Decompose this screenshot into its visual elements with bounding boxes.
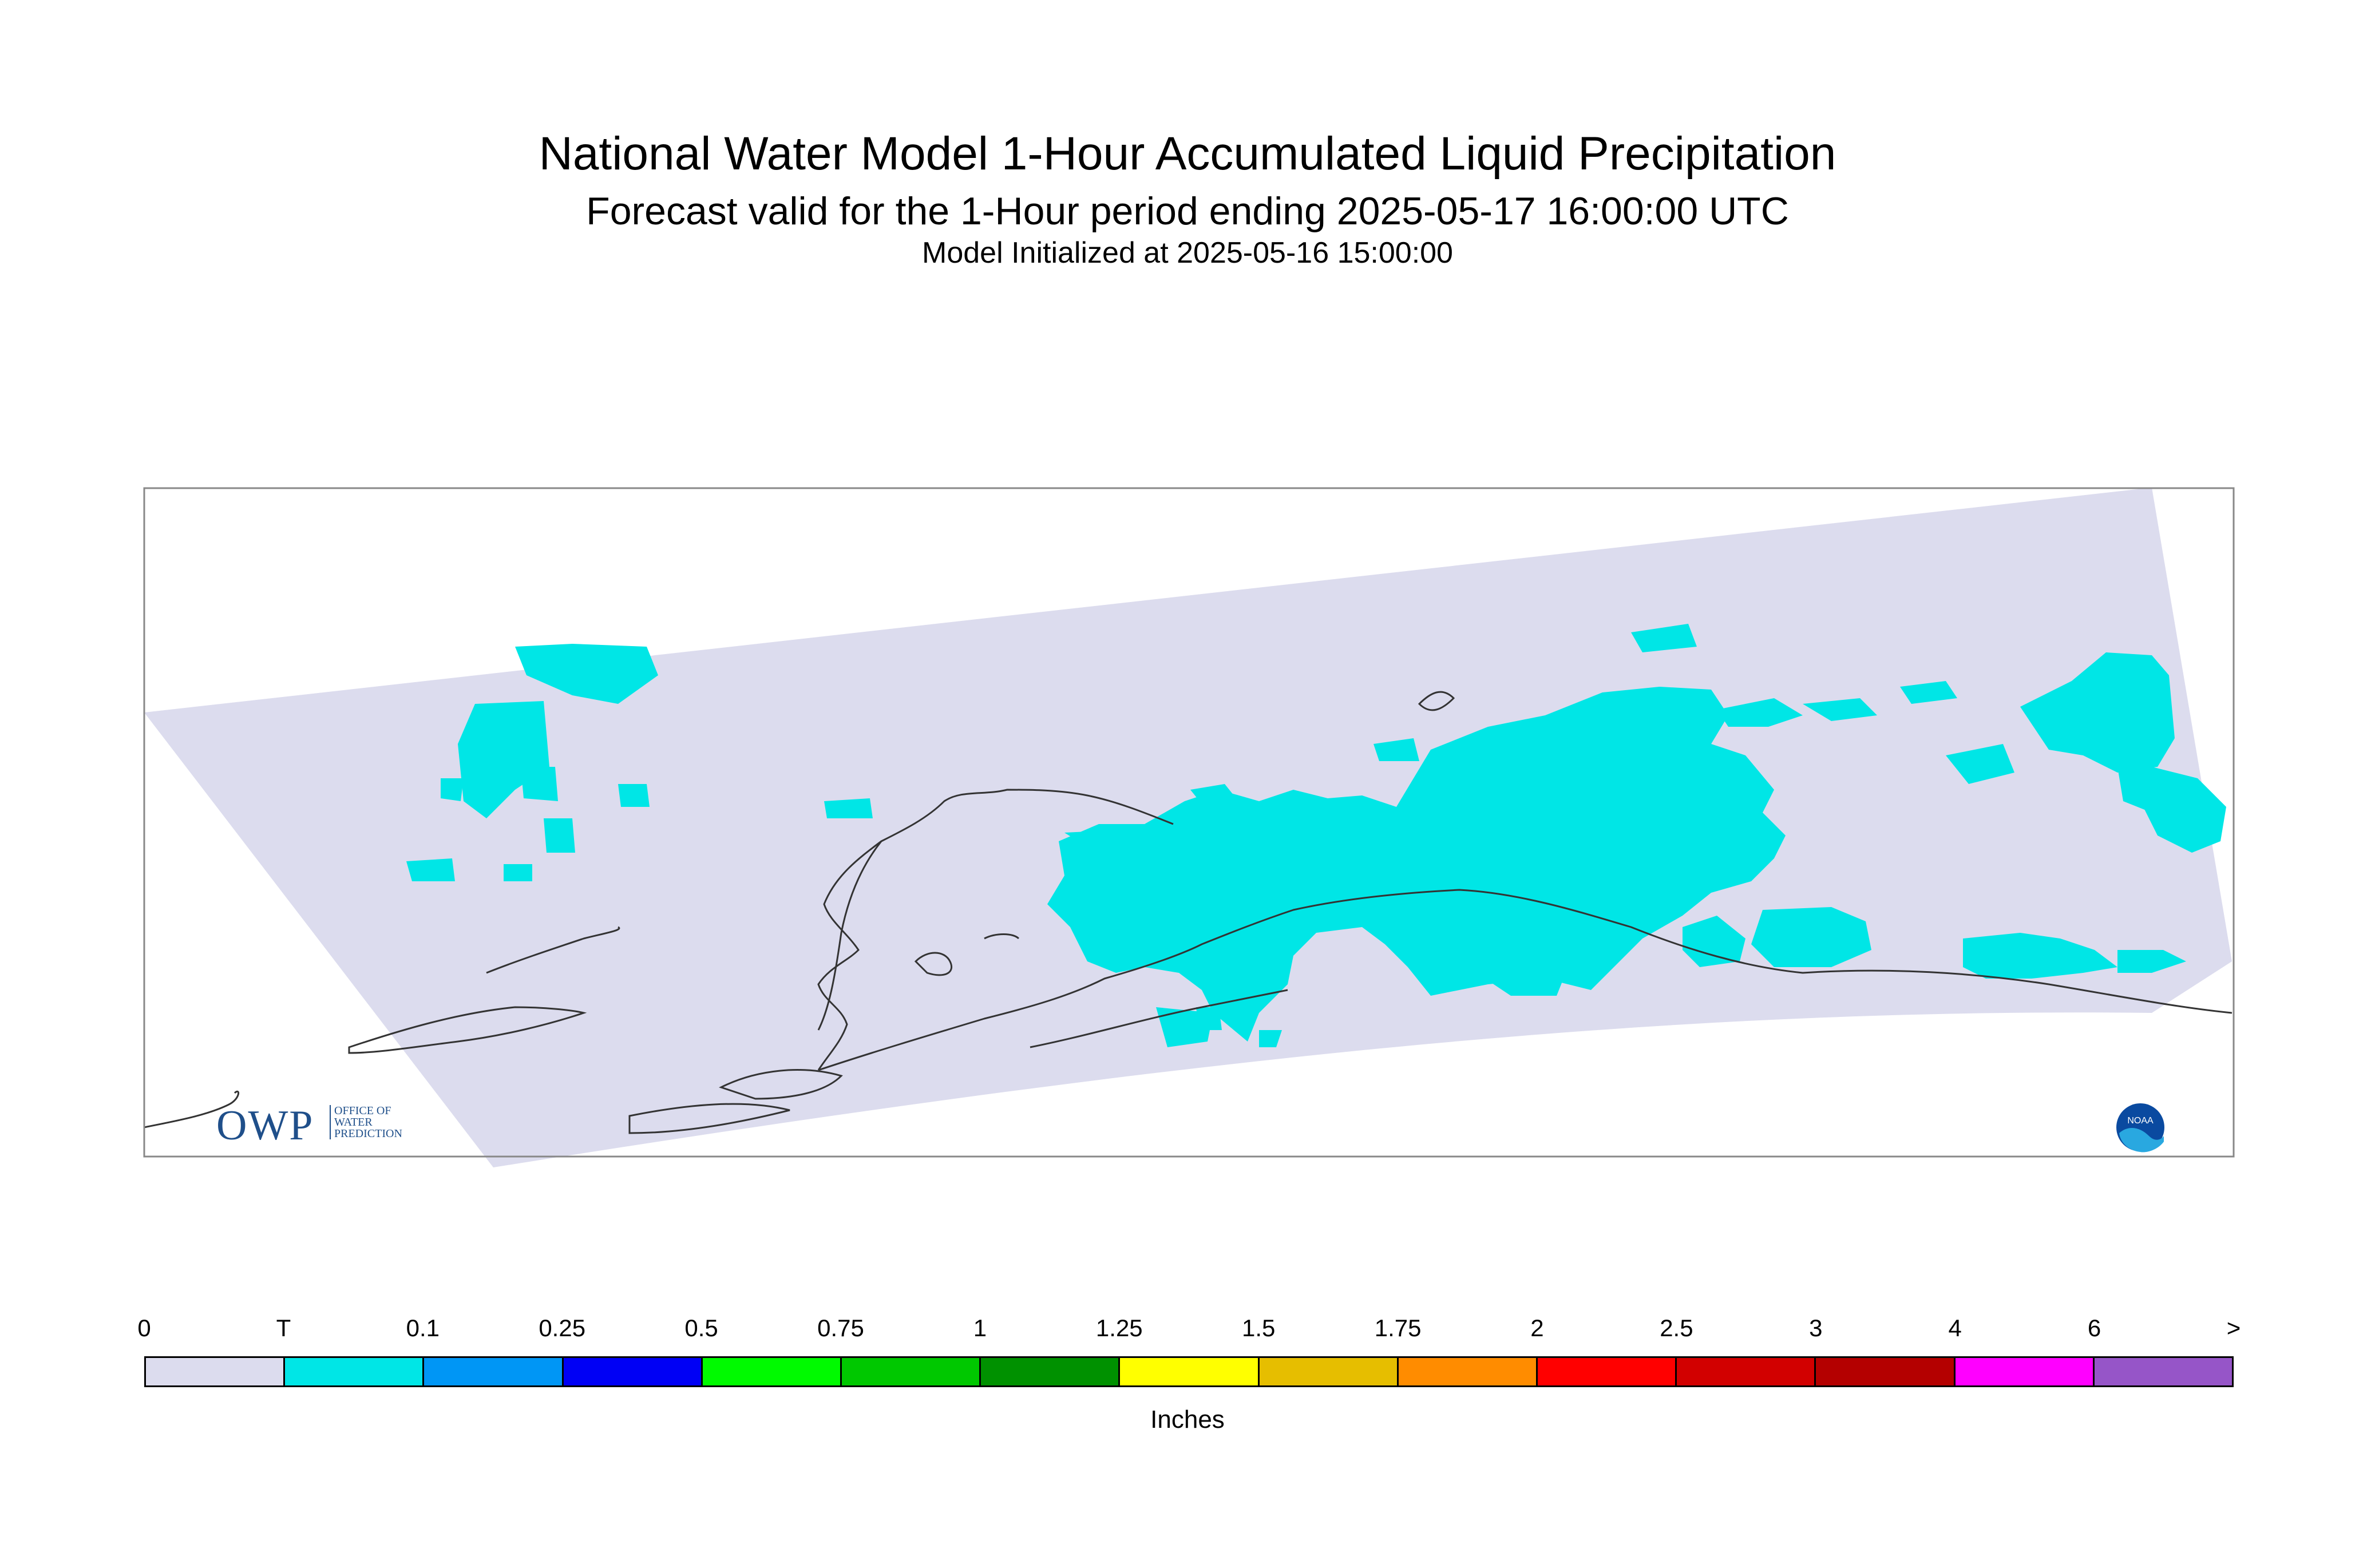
colorbar-segment	[1259, 1358, 1399, 1385]
owp-logo-subtext: OFFICE OF WATER PREDICTION	[330, 1105, 402, 1139]
colorbar-segment	[1398, 1358, 1538, 1385]
legend-tick: 3	[1809, 1314, 1823, 1341]
legend-tick: 6	[2087, 1314, 2101, 1341]
legend-tick: 0.75	[817, 1314, 864, 1341]
model-init-text: Model Initialized at 2025-05-16 15:00:00	[922, 236, 1453, 270]
legend-tick: 0.1	[406, 1314, 440, 1341]
svg-text:NOAA: NOAA	[2127, 1116, 2154, 1126]
colorbar-segment	[285, 1358, 425, 1385]
legend-tick: 0.5	[684, 1314, 718, 1341]
legend-tick: 1.25	[1095, 1314, 1143, 1341]
legend-tick: 1.75	[1374, 1314, 1422, 1341]
owp-logo: OWP OFFICE OF WATER PREDICTION	[216, 1102, 434, 1153]
precipitation-colorbar	[144, 1356, 2234, 1387]
colorbar-segment	[1955, 1358, 2095, 1385]
legend-tick: 4	[1948, 1314, 1962, 1341]
colorbar-segment	[146, 1358, 286, 1385]
colorbar-segment	[702, 1358, 842, 1385]
legend-tick: >	[2226, 1314, 2241, 1341]
map-title: National Water Model 1-Hour Accumulated …	[539, 128, 1836, 180]
colorbar-segment	[1677, 1358, 1816, 1385]
legend-tick: 2.5	[1660, 1314, 1693, 1341]
legend-tick: 1	[973, 1314, 987, 1341]
legend-tick: 0	[137, 1314, 151, 1341]
map-frame	[143, 487, 2235, 1158]
colorbar-segment	[1120, 1358, 1260, 1385]
legend-tick: 0.25	[539, 1314, 586, 1341]
legend-tick-labels: 0 T 0.1 0.25 0.5 0.75 1 1.25 1.5 1.75 2 2.5 3 4 6 >	[137, 1314, 2241, 1349]
noaa-logo: NOAA	[2116, 1103, 2164, 1153]
colorbar-segment	[2094, 1358, 2232, 1385]
owp-logo-text: OWP	[216, 1102, 314, 1149]
colorbar-segment	[563, 1358, 703, 1385]
legend-unit-label: Inches	[1150, 1405, 1225, 1434]
colorbar-segment	[424, 1358, 564, 1385]
legend-tick: 1.5	[1241, 1314, 1276, 1341]
colorbar-segment	[1538, 1358, 1677, 1385]
colorbar-segment	[1816, 1358, 1956, 1385]
legend-tick: T	[276, 1314, 291, 1341]
forecast-valid-subtitle: Forecast valid for the 1-Hour period end…	[586, 189, 1789, 233]
colorbar-segment	[842, 1358, 981, 1385]
precipitation-areas	[406, 624, 2226, 1047]
coastline	[144, 691, 2232, 1134]
legend-tick: 2	[1530, 1314, 1544, 1341]
colorbar-segment	[981, 1358, 1121, 1385]
